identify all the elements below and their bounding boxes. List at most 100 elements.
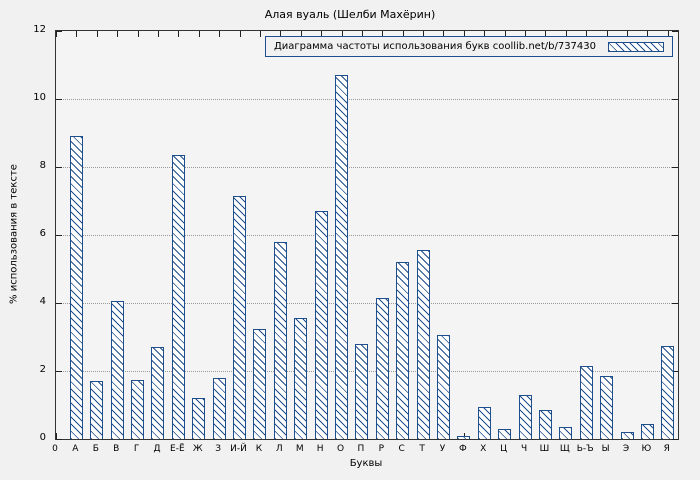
x-tick-mark [586, 31, 588, 37]
x-tick-label: Л [275, 444, 283, 454]
y-tick-mark [672, 31, 678, 32]
x-tick-label: В [113, 444, 120, 454]
x-tick-mark [300, 31, 302, 37]
x-tick-mark [259, 31, 261, 37]
y-tick-label: 10 [33, 92, 46, 103]
x-tick-mark [525, 31, 527, 37]
x-tick-mark [137, 31, 139, 37]
x-tick-label: Б [92, 444, 99, 454]
bar [375, 297, 389, 439]
x-tick-mark [76, 31, 78, 37]
x-tick-label: Г [133, 444, 140, 454]
x-tick-mark [280, 31, 282, 37]
x-axis-label: Буквы [349, 458, 383, 469]
bar [131, 379, 145, 439]
bar [69, 136, 83, 439]
chart-title: Алая вуаль (Шелби Махёрин) [264, 8, 436, 21]
bar [212, 377, 226, 439]
y-tick-mark [672, 371, 678, 372]
x-tick-mark [178, 31, 180, 37]
y-gridline [56, 99, 678, 100]
bar [600, 376, 614, 439]
x-tick-label: У [439, 444, 446, 454]
x-tick-mark [647, 31, 649, 37]
y-tick-mark [672, 439, 678, 440]
x-tick-label: Я [663, 444, 670, 454]
bar [477, 406, 491, 439]
bar [335, 75, 348, 439]
y-tick-mark [56, 303, 62, 304]
x-tick-mark [667, 31, 669, 37]
x-tick-mark [56, 31, 57, 37]
legend: Диаграмма частоты использования букв coo… [264, 36, 673, 57]
x-tick-label: Ю [641, 444, 652, 454]
x-tick-label: Н [316, 444, 324, 454]
y-gridline [56, 235, 678, 236]
bar [151, 347, 165, 439]
x-tick-mark [321, 31, 323, 37]
bar [253, 328, 267, 439]
bar [396, 262, 410, 439]
bar [559, 427, 573, 439]
x-tick-mark [606, 31, 608, 37]
bar [355, 343, 369, 439]
bar [273, 241, 287, 439]
y-tick-mark [56, 371, 62, 372]
bar [661, 345, 675, 439]
y-tick-mark [56, 31, 62, 32]
x-tick-mark [96, 31, 98, 37]
bar [498, 428, 512, 439]
x-tick-label: Ь-Ъ [576, 444, 594, 454]
x-tick-mark [423, 31, 425, 37]
x-tick-label: Ж [192, 444, 203, 454]
bar [171, 155, 185, 439]
legend-label: Диаграмма частоты использования букв coo… [273, 41, 596, 52]
bar [579, 365, 593, 439]
bar [314, 211, 328, 439]
x-tick-label: И-Й [230, 444, 247, 454]
bar [620, 432, 634, 439]
bar [110, 301, 124, 439]
y-tick-mark [56, 235, 62, 236]
x-tick-label: К [255, 444, 263, 454]
y-gridline [56, 303, 678, 304]
x-tick-label: Е-Ё [170, 444, 185, 454]
x-tick-mark [117, 31, 119, 37]
x-tick-label: Ш [539, 444, 550, 454]
x-tick-label: С [398, 444, 405, 454]
x-tick-label: Ч [520, 444, 528, 454]
bar [436, 335, 450, 439]
y-tick-label: 8 [39, 160, 46, 171]
y-tick-mark [672, 99, 678, 100]
x-tick-mark [382, 31, 384, 37]
plot-area: Диаграмма частоты использования букв coo… [55, 30, 679, 440]
x-tick-label: О [336, 444, 345, 454]
x-tick-label: 0 [52, 444, 58, 454]
bar [518, 394, 532, 439]
x-tick-label: Ы [601, 444, 610, 454]
x-tick-mark [239, 31, 241, 37]
x-tick-label: Ц [500, 444, 508, 454]
x-tick-mark [463, 31, 465, 37]
x-tick-mark [361, 31, 363, 37]
bar [233, 195, 247, 439]
bar [538, 410, 552, 439]
y-tick-mark [56, 99, 62, 100]
x-tick-label: З [215, 444, 222, 454]
y-tick-mark [672, 235, 678, 236]
x-tick-mark [198, 31, 200, 37]
x-tick-mark [443, 31, 445, 37]
x-tick-mark [545, 31, 547, 37]
y-gridline [56, 167, 678, 168]
y-tick-mark [56, 167, 62, 168]
x-tick-mark [565, 31, 567, 37]
y-tick-label: 0 [39, 432, 46, 443]
x-tick-label: Э [622, 444, 630, 454]
bar [192, 398, 206, 439]
bar [294, 318, 308, 439]
x-tick-mark [627, 31, 629, 37]
x-tick-label: Х [480, 444, 487, 454]
y-tick-mark [672, 303, 678, 304]
bar [90, 381, 104, 439]
x-tick-label: П [357, 444, 365, 454]
